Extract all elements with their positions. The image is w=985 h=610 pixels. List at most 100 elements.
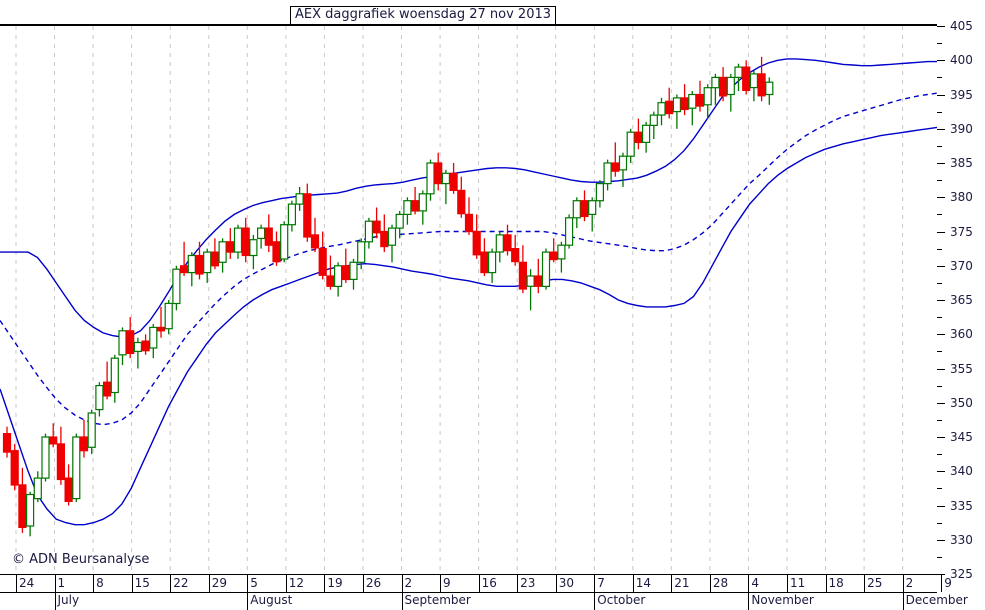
candlestick: [64, 464, 73, 506]
y-axis-tick: [937, 385, 942, 387]
x-axis-separator: [401, 575, 403, 592]
candle-body: [364, 220, 373, 243]
candlestick: [156, 306, 166, 338]
candlestick: [102, 361, 112, 400]
candle-body: [118, 330, 127, 356]
candlestick: [49, 423, 58, 448]
y-axis-label: 345: [950, 430, 973, 444]
candle-body: [426, 162, 435, 195]
candlestick: [195, 241, 204, 280]
candlestick: [10, 443, 19, 491]
candlestick: [26, 491, 35, 537]
candlestick: [464, 197, 474, 235]
candle-body: [287, 203, 296, 226]
candlestick: [110, 354, 119, 403]
x-axis-month-separator: [594, 592, 596, 610]
candle-body: [380, 230, 389, 248]
candle-body: [249, 239, 258, 257]
y-axis-tick: [937, 419, 942, 421]
bollinger-upper-band: [0, 58, 937, 338]
x-axis-separator: [16, 575, 17, 592]
candle-body: [403, 200, 412, 215]
candle-body: [588, 200, 597, 215]
candle-body: [411, 200, 420, 212]
candle-body: [149, 326, 158, 349]
candle-body: [26, 493, 35, 527]
candle-body: [472, 230, 481, 256]
y-axis: 325 330 335 340 345 350 355 360 365 370 375 380 385 3…: [937, 0, 985, 610]
candlestick: [588, 197, 597, 232]
bollinger-middle-band: [0, 92, 938, 426]
grid-lines: [15, 26, 904, 574]
candlestick: [657, 97, 666, 126]
x-axis-day-label: 29: [211, 576, 228, 590]
candle-body: [757, 73, 766, 97]
y-axis-label: 405: [950, 19, 973, 33]
candle-body: [233, 227, 243, 253]
y-axis-tick: [937, 26, 945, 27]
candlestick: [126, 317, 135, 359]
y-axis-label: 325: [950, 567, 973, 581]
candlestick: [726, 73, 735, 112]
y-axis-tick: [937, 77, 942, 79]
candlestick: [218, 238, 227, 273]
y-axis-tick: [937, 402, 945, 404]
candle-body: [495, 234, 504, 253]
x-axis-day-label: 24: [19, 576, 35, 590]
x-axis-separator: [709, 575, 711, 592]
candlestick: [426, 159, 435, 201]
candle-body: [334, 265, 343, 288]
candle-body: [680, 97, 689, 111]
y-axis-tick: [937, 556, 942, 558]
x-axis-separator: [285, 575, 287, 592]
y-axis-tick: [937, 522, 942, 524]
y-axis-tick: [937, 539, 945, 541]
candle-body: [541, 251, 551, 288]
x-axis-day-label: 2: [404, 576, 413, 590]
x-axis-separator: [555, 575, 557, 592]
x-axis-month-label: December: [905, 593, 968, 607]
candlestick: [341, 248, 350, 283]
candle-body: [41, 436, 50, 479]
candle-body: [241, 227, 250, 257]
bollinger-lower-band: [0, 126, 938, 526]
x-axis-day-label: 18: [828, 576, 844, 590]
x-axis-separator: [54, 575, 56, 592]
y-axis-tick: [937, 197, 945, 199]
candlestick: [226, 228, 235, 259]
candlestick: [241, 217, 250, 263]
y-axis-tick: [937, 471, 945, 473]
x-axis-day-label: 8: [96, 576, 104, 590]
candle-body: [10, 450, 19, 486]
x-axis-day-label: 5: [250, 576, 258, 590]
y-axis-label: 380: [950, 190, 973, 205]
candle-body: [580, 200, 589, 218]
x-axis-day-label: 11: [790, 576, 806, 590]
candle-body: [303, 193, 312, 238]
x-axis-separator: [594, 575, 596, 592]
y-axis-tick: [937, 454, 942, 456]
x-axis-separator: [748, 575, 750, 592]
candle-body: [156, 326, 166, 332]
candlestick: [395, 210, 404, 239]
x-axis-month-label: September: [404, 593, 471, 607]
x-axis-separator: [208, 575, 210, 592]
candlestick: [349, 258, 358, 290]
x-axis-separator: [825, 575, 827, 592]
x-axis-separator: [131, 575, 133, 592]
y-axis-tick: [937, 163, 945, 164]
candlestick: [180, 241, 189, 276]
candlestick: [765, 77, 774, 105]
candle-body: [549, 251, 558, 261]
candlestick: [449, 163, 458, 194]
y-axis-tick: [937, 60, 945, 62]
candle-body: [203, 251, 212, 274]
candlestick: [79, 419, 89, 458]
candlestick: [580, 190, 589, 222]
candlestick: [41, 433, 50, 482]
candlestick: [295, 187, 304, 211]
candlestick: [95, 382, 104, 417]
candlestick-plot-area: [0, 26, 938, 574]
candlestick: [649, 111, 658, 139]
